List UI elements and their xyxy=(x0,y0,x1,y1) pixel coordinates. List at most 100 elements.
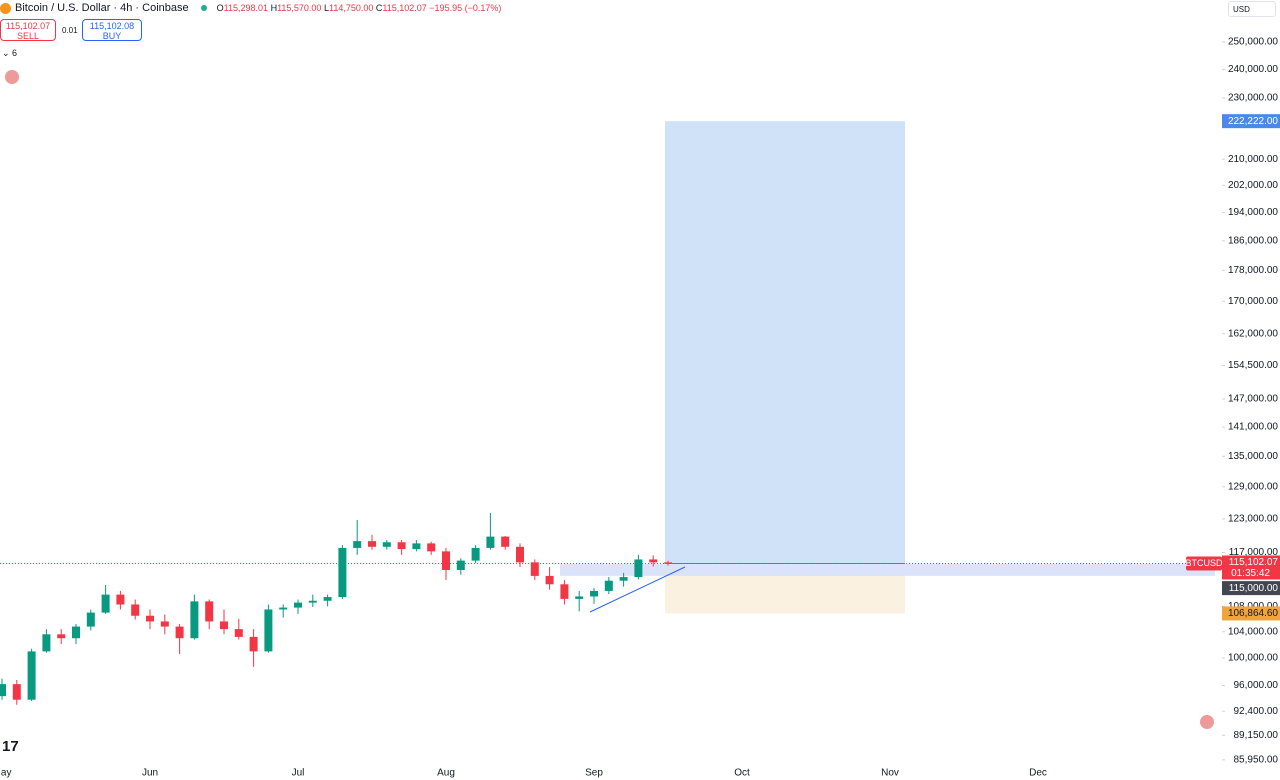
candle-body xyxy=(27,651,36,700)
candle-body xyxy=(116,594,125,605)
ohlc-value: 115,570.00 xyxy=(277,3,322,13)
x-tick-label: May xyxy=(0,768,11,779)
coin-icon xyxy=(0,2,11,14)
y-tick-label: 129,000.00 xyxy=(1228,482,1278,493)
stop-label-box xyxy=(1222,606,1280,621)
marker-dot[interactable] xyxy=(5,70,19,84)
logo: 17 xyxy=(2,738,19,755)
y-tick-label: 104,000.00 xyxy=(1228,626,1278,637)
candle-body xyxy=(575,596,584,599)
y-tick-label: 194,000.00 xyxy=(1228,207,1278,218)
y-tick-label: 100,000.00 xyxy=(1228,653,1278,664)
candle-body xyxy=(664,562,672,564)
spread: 0.01 xyxy=(62,26,78,35)
x-tick-label: Sep xyxy=(585,768,603,779)
ohlc-key: C xyxy=(375,3,383,13)
y-tick-label: 89,150.00 xyxy=(1234,730,1279,741)
candle-body xyxy=(190,601,199,639)
price-axis xyxy=(1222,0,1280,780)
candle-body xyxy=(604,580,613,591)
candle-body xyxy=(12,684,21,700)
y-tick-label: 186,000.00 xyxy=(1228,235,1278,246)
candle-body xyxy=(220,621,228,630)
y-tick-label: 178,000.00 xyxy=(1228,265,1278,276)
candle-body xyxy=(353,541,362,548)
x-tick-label: Dec xyxy=(1029,768,1047,779)
marker-dot[interactable] xyxy=(1200,715,1214,729)
ohlc-key: L xyxy=(323,3,329,13)
candle-body xyxy=(530,562,539,576)
y-tick-label: 170,000.00 xyxy=(1228,296,1278,307)
currency-select[interactable]: USD xyxy=(1228,1,1276,17)
y-tick-label: 123,000.00 xyxy=(1228,514,1278,525)
x-tick-label: Aug xyxy=(437,768,455,779)
y-tick-label: 202,000.00 xyxy=(1228,180,1278,191)
alert-label-box xyxy=(1222,581,1280,596)
candle-body xyxy=(634,559,643,578)
y-tick-label: 162,000.00 xyxy=(1228,328,1278,339)
x-tick-label: Oct xyxy=(734,768,750,779)
sell-label: SELL xyxy=(16,31,40,41)
buy-button[interactable]: 115,102.08 BUY xyxy=(82,19,142,41)
sell-price: 115,102.07 xyxy=(5,21,51,31)
candle-body xyxy=(649,559,658,563)
trend-line xyxy=(589,566,686,613)
indicators-toggle[interactable]: ⌄ 6 xyxy=(2,48,18,58)
y-tick-label: 117,000.00 xyxy=(1229,547,1279,558)
candle-body xyxy=(338,547,347,598)
candle-body xyxy=(516,546,524,563)
candle-body xyxy=(368,541,376,547)
candle-body xyxy=(382,542,391,547)
x-tick-label: Nov xyxy=(881,768,899,779)
y-tick-label: 85,950.00 xyxy=(1234,755,1279,766)
ohlc-value: 115,298.01 xyxy=(223,3,269,13)
last-price-box xyxy=(1222,555,1280,580)
last-price-label: 115,102.07 xyxy=(1229,557,1279,568)
countdown: 01:35:42 xyxy=(1231,568,1270,579)
ohlc-key: H xyxy=(270,3,278,13)
candle-body xyxy=(42,634,51,652)
candle-body xyxy=(249,636,258,652)
symbol-title[interactable]: Bitcoin / U.S. Dollar · 4h · Coinbase xyxy=(15,2,189,14)
candle-body xyxy=(560,584,569,599)
candle-body xyxy=(160,621,169,627)
y-tick-label: 240,000.00 xyxy=(1228,64,1278,75)
buy-price: 115,102.08 xyxy=(89,21,135,31)
candle-body xyxy=(397,542,406,550)
candle-body xyxy=(442,551,450,570)
x-tick-label: Jun xyxy=(142,768,158,779)
candle-body xyxy=(101,594,110,613)
x-tick-label: Jul xyxy=(292,768,305,779)
candle-body xyxy=(323,597,332,601)
candle-body xyxy=(279,607,288,610)
symbol-header: Bitcoin / U.S. Dollar · 4h · Coinbase O1… xyxy=(0,2,501,14)
candle-body xyxy=(0,684,6,697)
y-tick-label: 210,000.00 xyxy=(1228,154,1278,165)
y-tick-label: 154,500.00 xyxy=(1228,360,1278,371)
indicator-count: 6 xyxy=(12,48,18,58)
alert-label: 115,000.00 xyxy=(1229,583,1279,594)
y-tick-label: 250,000.00 xyxy=(1228,37,1278,48)
y-tick-label: 96,000.00 xyxy=(1234,680,1279,691)
position-target-area xyxy=(665,121,905,564)
ohlc: O115,298.01 H115,570.00 L114,750.00 C115… xyxy=(217,3,502,13)
y-tick-label: 230,000.00 xyxy=(1228,93,1278,104)
ohlc-value: 114,750.00 xyxy=(328,3,374,13)
candle-body xyxy=(294,602,302,608)
candle-body xyxy=(308,600,317,603)
candle-body xyxy=(590,590,598,597)
y-tick-label: 141,000.00 xyxy=(1228,422,1278,433)
candle-body xyxy=(456,560,465,570)
buy-label: BUY xyxy=(102,31,122,41)
candle-body xyxy=(471,547,480,561)
target-label-box xyxy=(1222,114,1280,129)
candle-body xyxy=(264,609,273,652)
sell-button[interactable]: 115,102.07 SELL xyxy=(0,19,56,41)
candle-body xyxy=(545,575,554,585)
candle-body xyxy=(131,604,140,616)
candle-body xyxy=(86,612,95,627)
y-tick-label: 135,000.00 xyxy=(1228,451,1278,462)
